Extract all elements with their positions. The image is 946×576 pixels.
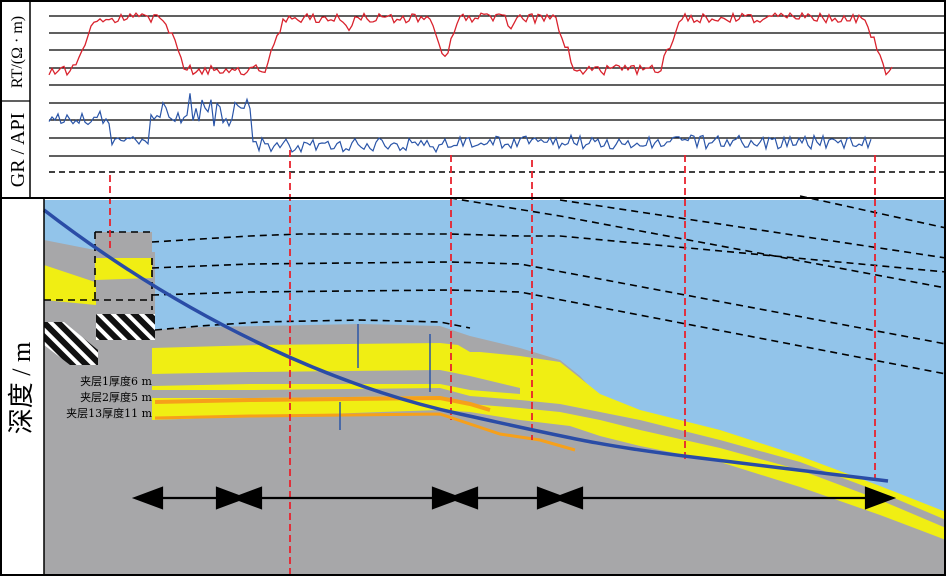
- hatched-zone-upper: [96, 314, 155, 340]
- shale-left-block: [95, 232, 152, 254]
- gr-axis-label: GR / API: [7, 113, 29, 187]
- horizon-6: [799, 195, 946, 229]
- horizon-7: [154, 319, 471, 331]
- sand-left-upper: [44, 258, 152, 305]
- hatched-zone-lower: [44, 322, 98, 365]
- annotation-interlayer-2: 夹层2厚度5 m: [80, 390, 152, 404]
- well-markers: [109, 150, 876, 576]
- geological-section: 夹层1厚度6 m 夹层2厚度5 m 夹层13厚度11 m: [42, 150, 946, 576]
- horizontal-well-trajectory: [42, 208, 889, 483]
- log-track: [48, 11, 946, 173]
- interlayer-orange-2: [154, 412, 576, 452]
- depth-axis-label: 深度 / m: [7, 342, 36, 434]
- horizon-3: [151, 289, 946, 375]
- arrow-head-b1: [431, 486, 464, 510]
- interval-arrows: [131, 486, 897, 510]
- horizon-2: [151, 261, 946, 345]
- arrow-head-a2: [230, 486, 263, 510]
- annotation-interlayer-1: 夹层1厚度6 m: [80, 374, 152, 388]
- horizon-1: [151, 233, 946, 273]
- arrow-head-a1: [215, 486, 248, 510]
- arrow-head-c1: [536, 486, 569, 510]
- rt-curve: [48, 11, 893, 77]
- gr-curve: [48, 93, 872, 154]
- arrow-head-left: [131, 486, 164, 510]
- rt-axis-label: RT/(Ω · m): [9, 16, 26, 88]
- horizon-5: [559, 199, 946, 259]
- arrow-head-b2: [446, 486, 479, 510]
- horizon-4: [449, 197, 946, 289]
- arrow-head-c2: [551, 486, 584, 510]
- log-grid-lines: [49, 15, 946, 157]
- interlayer-grey-1: [152, 370, 520, 394]
- arrow-head-right: [864, 486, 897, 510]
- horizon-lines: [44, 195, 946, 375]
- annotation-interlayer-13: 夹层13厚度11 m: [66, 406, 152, 420]
- interlayer-orange-1: [154, 395, 491, 412]
